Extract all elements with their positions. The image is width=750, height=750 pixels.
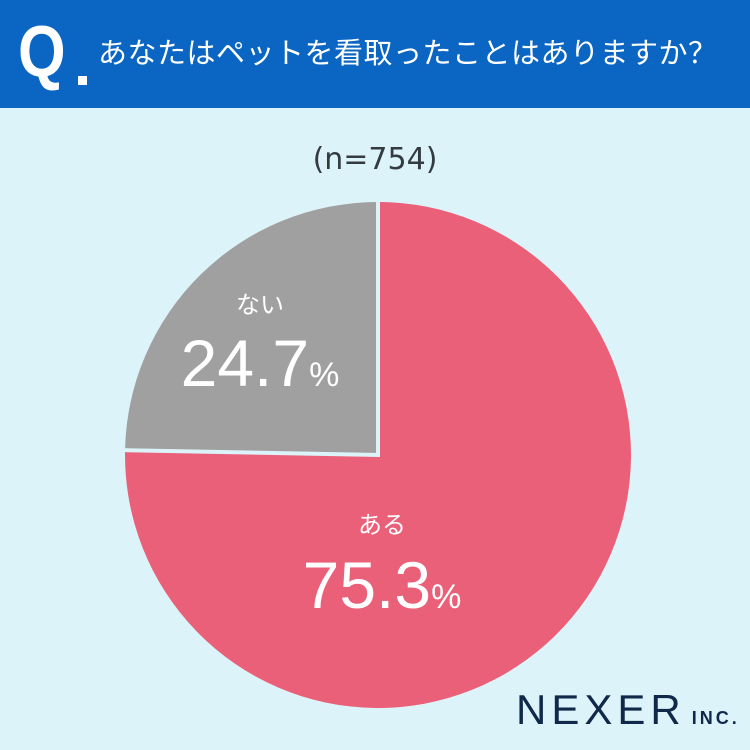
label-aru-category: ある <box>358 511 406 539</box>
slice-divider-left <box>119 448 381 457</box>
label-aru: ある 75.3% <box>282 505 482 618</box>
label-nai: ない 24.7% <box>160 285 360 396</box>
q-logo-icon: Q <box>18 16 87 90</box>
question-text: あなたはペットを看取ったことはありますか？ <box>98 36 718 70</box>
sample-size-label: (n=754) <box>312 142 438 177</box>
nexer-logo: NEXER INC. <box>516 686 740 734</box>
slice-nai <box>125 202 378 455</box>
logo-suffix: INC. <box>691 708 740 728</box>
label-nai-category: ない <box>236 291 284 319</box>
label-aru-value: 75.3% <box>302 548 462 622</box>
label-nai-value: 24.7% <box>180 326 340 400</box>
question-header: Q あなたはペットを看取ったことはありますか？ <box>0 0 750 108</box>
q-letter: Q <box>18 12 66 92</box>
q-dot <box>78 76 87 85</box>
logo-main: NEXER <box>516 686 686 733</box>
